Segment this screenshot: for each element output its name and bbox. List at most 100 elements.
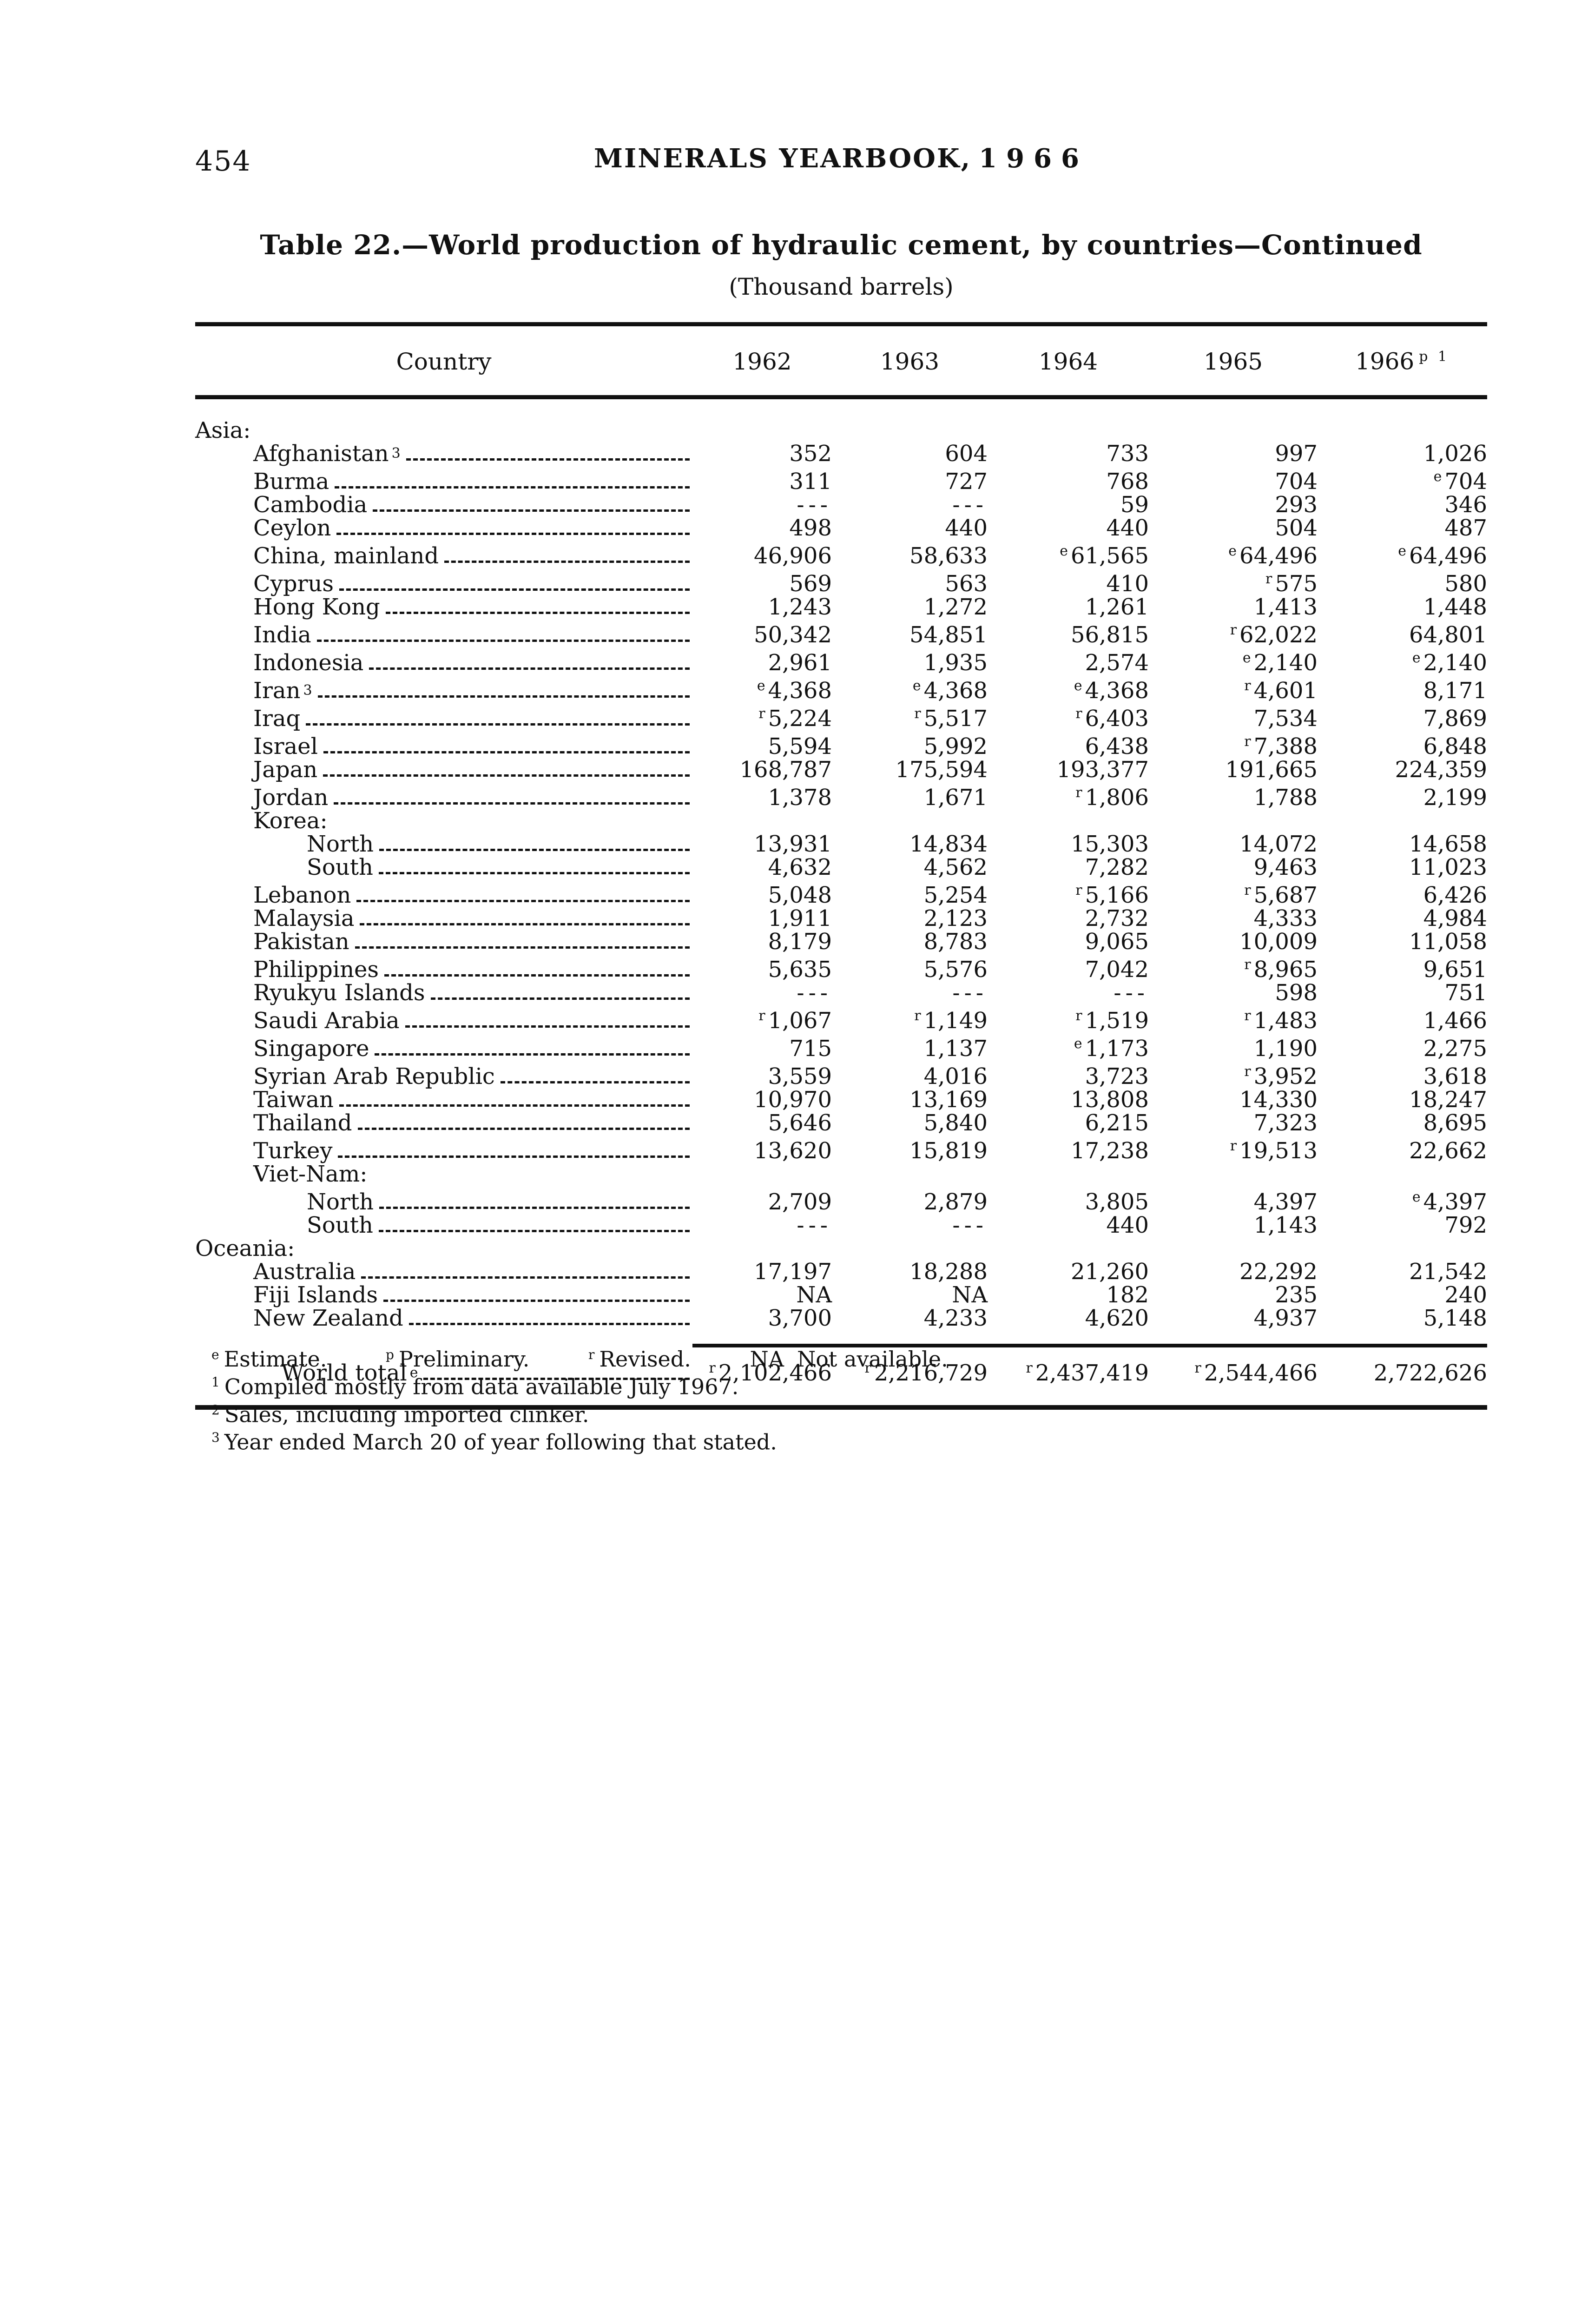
value-cell: 7,869 [1318, 702, 1487, 730]
value: 4,562 [923, 854, 988, 880]
value-cell: 487 [1318, 516, 1487, 540]
value: 7,869 [1423, 705, 1487, 732]
dotted-leader [316, 639, 690, 642]
value-cell: 240 [1318, 1283, 1487, 1307]
value: 3,952 [1253, 1063, 1318, 1089]
value-cell: --- [692, 1214, 832, 1237]
value: 4,937 [1253, 1305, 1318, 1331]
value-footnote-marker: r [758, 1007, 765, 1024]
running-title-year: 1966 [979, 143, 1088, 174]
value-cell: e 4,397 [1318, 1186, 1487, 1214]
value-cell: e 1,173 [988, 1032, 1149, 1060]
value: 751 [1444, 979, 1487, 1006]
dotted-leader [500, 1081, 690, 1083]
footnote-marker-na: NA [750, 1347, 784, 1372]
value-cell: 3,700 [692, 1307, 832, 1330]
value-cell: 9,463 [1149, 856, 1318, 879]
value: 15,819 [909, 1137, 988, 1164]
value: 21,260 [1071, 1258, 1149, 1285]
value: --- [952, 491, 988, 518]
running-head: 454 MINERALS YEARBOOK, 1966 [195, 142, 1487, 179]
value: 13,620 [754, 1137, 832, 1164]
value-cell: e 4,368 [832, 674, 988, 702]
value-cell: 1,788 [1149, 781, 1318, 809]
value-cell: 440 [988, 516, 1149, 540]
row-label: Japan [253, 756, 318, 783]
value: 14,658 [1409, 831, 1487, 857]
value: 2,709 [768, 1188, 832, 1215]
value-footnote-marker: e [1398, 542, 1407, 559]
value: 9,463 [1253, 854, 1318, 880]
value: 10,009 [1239, 928, 1318, 955]
value: 1,026 [1423, 440, 1487, 467]
value: 5,576 [923, 956, 988, 983]
row-label-cell: Oceania: [195, 1237, 692, 1260]
value-cell: 410 [988, 568, 1149, 595]
value-cell: 13,808 [988, 1088, 1149, 1111]
value: 5,646 [768, 1109, 832, 1136]
row-label: Singapore [253, 1035, 369, 1062]
column-header-1966-footnote: p 1 [1419, 349, 1450, 365]
row-label-cell: Asia: [195, 397, 692, 442]
value-cell: r 8,965 [1149, 953, 1318, 981]
row-label-cell: Malaysia [195, 907, 692, 930]
footnote-marker-e: e [211, 1347, 219, 1362]
value: 1,483 [1253, 1007, 1318, 1034]
row-label: Turkey [253, 1137, 333, 1164]
row-label: Asia: [195, 417, 251, 443]
row-label: Jordan [253, 784, 329, 811]
value: 1,149 [923, 1007, 988, 1034]
column-header-1965: 1965 [1149, 324, 1318, 399]
value-cell: 5,646 [692, 1111, 832, 1135]
value-cell: 727 [832, 465, 988, 493]
page-number: 454 [195, 145, 251, 178]
value: 54,851 [909, 621, 988, 648]
value-cell: r 1,483 [1149, 1004, 1318, 1032]
value-cell: 7,042 [988, 953, 1149, 981]
value: 6,848 [1423, 733, 1487, 759]
country-row: Singapore 715 1,137 e 1,173 1,190 2,275 [195, 1032, 1487, 1060]
value: 311 [789, 468, 832, 495]
value-cell: 5,576 [832, 953, 988, 981]
dotted-leader [384, 974, 690, 977]
value-footnote-marker: r [1075, 882, 1082, 898]
value-cell: 598 [1149, 981, 1318, 1004]
country-row: North 13,931 14,834 15,303 14,072 14,658 [195, 832, 1487, 856]
value: 15,303 [1071, 831, 1149, 857]
value-footnote-marker: r [1230, 1137, 1237, 1154]
dotted-leader [360, 923, 690, 925]
value: 8,965 [1253, 956, 1318, 983]
row-label: Lebanon [253, 882, 351, 908]
value: 56,815 [1071, 621, 1149, 648]
value: 182 [1106, 1281, 1149, 1308]
row-label: Pakistan [253, 928, 349, 955]
row-label-cell: South [195, 856, 692, 879]
value: 7,388 [1253, 733, 1318, 759]
value-cell: 21,542 [1318, 1260, 1487, 1283]
value: 5,840 [923, 1109, 988, 1136]
row-label-cell: Burma [195, 465, 692, 493]
footnote-text: Sales, including imported clinker. [224, 1401, 589, 1427]
value-cell: e 64,496 [1149, 540, 1318, 568]
value: 61,565 [1071, 542, 1149, 569]
dotted-leader [385, 611, 690, 614]
row-label: Hong Kong [253, 594, 380, 620]
value: 5,224 [768, 705, 832, 732]
section-row: Oceania: [195, 1237, 1487, 1260]
country-row: India 50,342 54,851 56,815 r 62,022 64,801 [195, 619, 1487, 647]
value: 175,594 [895, 756, 988, 783]
country-row: Ryukyu Islands --- --- --- 598 751 [195, 981, 1487, 1004]
value: 13,931 [754, 831, 832, 857]
value-cell: 2,123 [832, 907, 988, 930]
value-cell: 5,992 [832, 730, 988, 758]
value-cell: 352 [692, 442, 832, 465]
value-cell: 59 [988, 493, 1149, 516]
value-cell: 14,330 [1149, 1088, 1318, 1111]
value-cell: 17,197 [692, 1260, 832, 1283]
value-cell: 1,378 [692, 781, 832, 809]
country-row: Indonesia 2,961 1,935 2,574 e 2,140 e 2,140 [195, 647, 1487, 674]
value: 5,992 [923, 733, 988, 759]
dotted-leader [444, 560, 690, 563]
value-cell: 56,815 [988, 619, 1149, 647]
value-cell: 1,137 [832, 1032, 988, 1060]
